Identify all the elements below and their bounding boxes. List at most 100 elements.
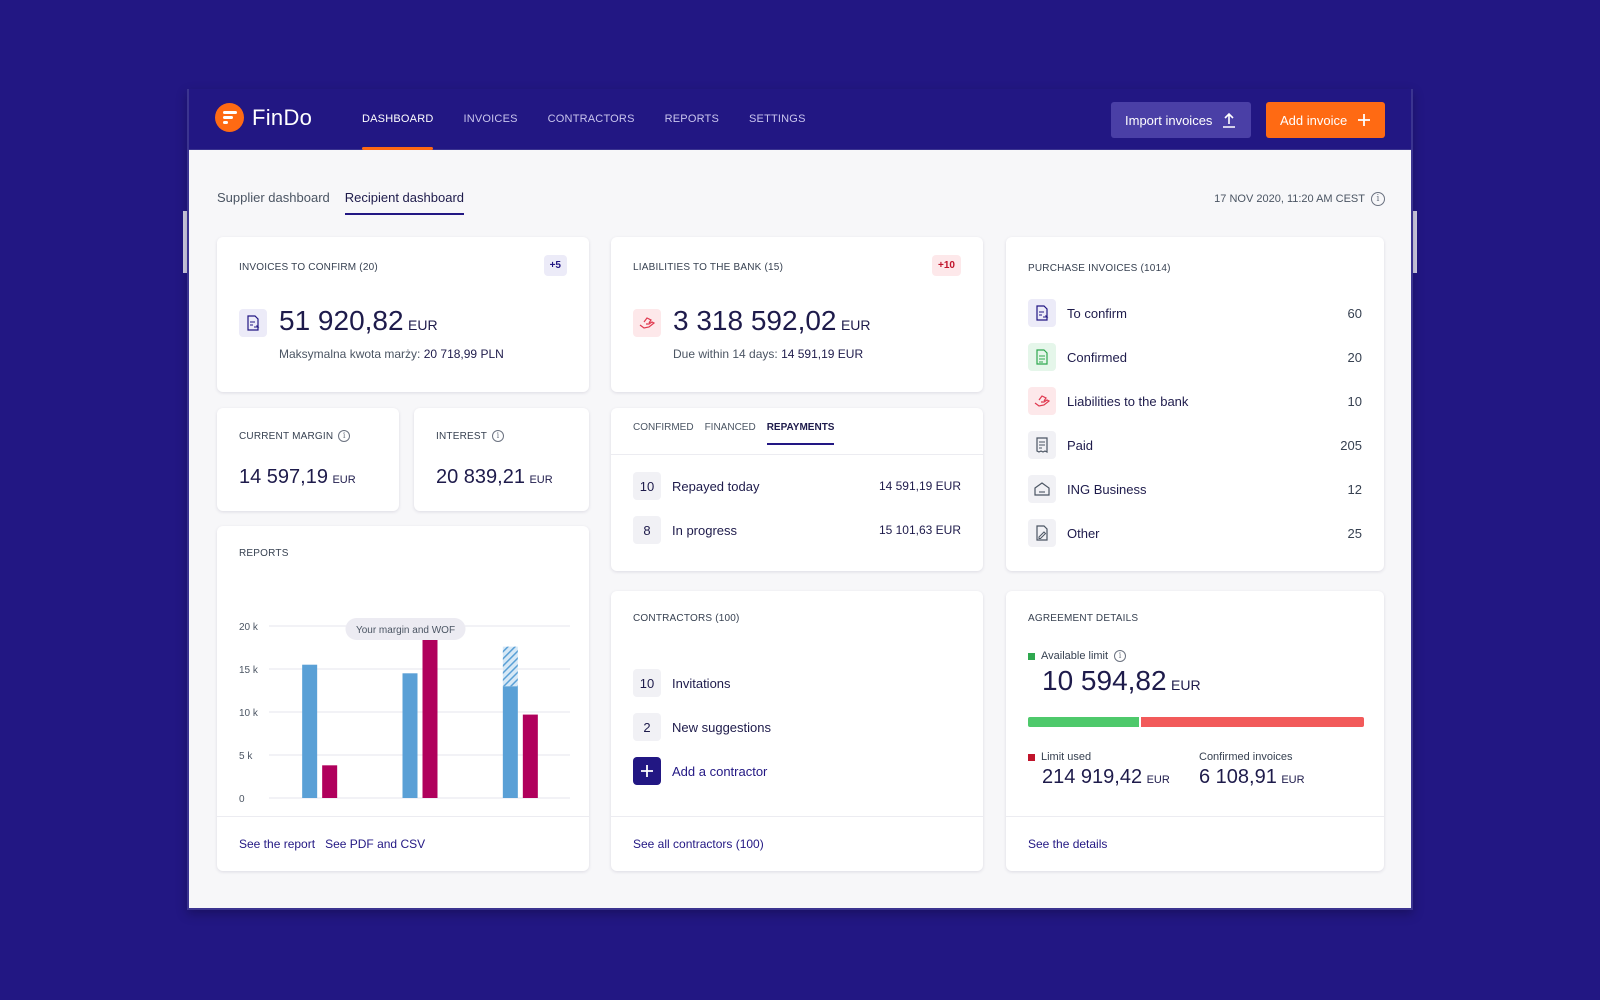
see-details-link[interactable]: See the details: [1028, 837, 1108, 851]
plus-icon: [633, 757, 661, 785]
reports-card: REPORTS 05 k10 k15 k20 kSepNovDecYour ma…: [217, 526, 589, 871]
available-amount: 10 594,82 EUR: [1042, 665, 1201, 697]
agreement-details-card: AGREEMENT DETAILS Available limit i 10 5…: [1006, 591, 1384, 871]
tab-supplier-dashboard[interactable]: Supplier dashboard: [217, 190, 330, 205]
info-icon[interactable]: i: [492, 430, 505, 442]
list-item-count: 20: [1347, 349, 1362, 365]
table-row[interactable]: 10 Repayed today 14 591,19 EUR: [633, 472, 961, 500]
add-contractor-label: Add a contractor: [672, 763, 768, 779]
tab-repayments[interactable]: REPAYMENTS: [766, 422, 835, 445]
count-badge: +5: [543, 255, 567, 276]
bar-margin-dec: [502, 686, 518, 798]
list-item-count: 25: [1347, 525, 1362, 541]
list-item[interactable]: 10 Invitations: [633, 669, 731, 697]
green-dot-icon: [1028, 652, 1035, 660]
liabilities-card: LIABILITIES TO THE BANK (15) +10 3 318 5…: [611, 237, 983, 392]
card-title-text: INTEREST: [436, 430, 488, 442]
row-label: Repayed today: [672, 478, 760, 494]
contractors-footer: See all contractors (100): [611, 816, 983, 871]
row-amount: 14 591,19 EUR: [878, 479, 961, 493]
chart-tooltip: [345, 618, 466, 640]
due-soon: Due within 14 days: 14 591,19 EUR: [673, 347, 863, 361]
see-pdf-csv-link[interactable]: See PDF and CSV: [325, 837, 426, 851]
limit-available-segment: [1028, 717, 1139, 727]
import-invoices-button[interactable]: Import invoices: [1111, 102, 1251, 138]
count-badge: +10: [932, 255, 961, 276]
divider: [611, 454, 983, 455]
app-window: FinDo DASHBOARD INVOICES CONTRACTORS REP…: [187, 89, 1413, 910]
row-label: In progress: [672, 522, 738, 538]
see-report-link[interactable]: See the report: [239, 837, 316, 851]
list-item-label: Paid: [1067, 437, 1094, 453]
row-amount: 15 101,63 EUR: [878, 523, 961, 537]
card-title: INTEREST i: [436, 430, 505, 442]
bar-margin-nov: [402, 673, 418, 798]
confirmed-invoices-value: 6 108,91: [1199, 766, 1277, 788]
tab-recipient-dashboard[interactable]: Recipient dashboard: [344, 190, 464, 215]
document-edit-icon: [1028, 519, 1056, 547]
due-soon-value: 14 591,19 EUR: [781, 347, 864, 361]
table-row[interactable]: 8 In progress 15 101,63 EUR: [633, 516, 961, 544]
nav-invoices[interactable]: INVOICES: [463, 113, 518, 125]
nav-contractors[interactable]: CONTRACTORS: [547, 113, 635, 125]
add-invoice-label: Add invoice: [1280, 112, 1348, 128]
main-nav: DASHBOARD INVOICES CONTRACTORS REPORTS S…: [362, 89, 836, 150]
list-item[interactable]: Paid 205: [1028, 430, 1362, 460]
limit-used-segment: [1140, 717, 1364, 727]
nav-settings[interactable]: SETTINGS: [749, 113, 806, 125]
list-item[interactable]: Other 25: [1028, 518, 1362, 548]
add-contractor-button[interactable]: Add a contractor: [633, 757, 767, 785]
bar-wof-sep: [322, 765, 338, 798]
list-item[interactable]: Liabilities to the bank 10: [1028, 386, 1362, 416]
chart-tooltip-text: Your margin and WOF: [356, 625, 455, 636]
tab-financed[interactable]: FINANCED: [704, 422, 756, 433]
document-arrow-icon: [239, 309, 267, 337]
due-soon-label: Due within 14 days:: [673, 347, 778, 361]
top-bar: FinDo DASHBOARD INVOICES CONTRACTORS REP…: [189, 89, 1411, 150]
upload-icon: [1223, 112, 1236, 128]
amount-currency: EUR: [529, 474, 553, 486]
y-tick-label: 0: [239, 794, 245, 805]
document-check-icon: [1028, 343, 1056, 371]
see-all-contractors-link[interactable]: See all contractors (100): [633, 837, 764, 851]
card-title: CURRENT MARGIN i: [239, 430, 351, 442]
list-item[interactable]: 2 New suggestions: [633, 713, 771, 741]
card-title: LIABILITIES TO THE BANK (15): [633, 262, 784, 273]
repayment-tabs: CONFIRMED FINANCED REPAYMENTS: [633, 422, 835, 445]
card-title: AGREEMENT DETAILS: [1028, 613, 1139, 624]
tab-confirmed[interactable]: CONFIRMED: [633, 422, 694, 433]
row-count: 10: [633, 472, 661, 500]
available-limit-label: Available limit i: [1028, 650, 1127, 662]
info-icon[interactable]: i: [1114, 650, 1127, 662]
ing-bank-icon: [1028, 475, 1056, 503]
limit-used-text: Limit used: [1041, 751, 1092, 763]
limit-used-amount: 214 919,42 EUR: [1042, 766, 1170, 789]
amount-value: 20 839,21: [436, 466, 525, 488]
list-item-label: ING Business: [1067, 481, 1147, 497]
red-dot-icon: [1028, 753, 1035, 761]
plus-icon: [1358, 114, 1371, 126]
amount-value: 14 597,19: [239, 466, 328, 488]
bar-wof-nov: [422, 637, 438, 798]
limit-progress-bar: [1028, 717, 1364, 727]
bank-hand-icon: [633, 309, 661, 337]
list-item[interactable]: Confirmed 20: [1028, 342, 1362, 372]
nav-dashboard[interactable]: DASHBOARD: [362, 89, 434, 150]
receipt-icon: [1028, 431, 1056, 459]
row-label: New suggestions: [672, 719, 771, 735]
amount-value: 51 920,82: [279, 305, 404, 336]
info-icon[interactable]: i: [338, 430, 351, 442]
list-item[interactable]: To confirm 60: [1028, 298, 1362, 328]
import-invoices-label: Import invoices: [1125, 112, 1213, 128]
margin-limit-value: 20 718,99 PLN: [423, 347, 504, 361]
list-item-label: Liabilities to the bank: [1067, 393, 1189, 409]
margin-limit-label: Maksymalna kwota marży:: [279, 347, 421, 361]
y-tick-label: 15 k: [239, 665, 259, 676]
add-invoice-button[interactable]: Add invoice: [1266, 102, 1385, 138]
logo[interactable]: FinDo: [215, 103, 312, 132]
card-title: REPORTS: [239, 548, 289, 559]
nav-reports[interactable]: REPORTS: [664, 113, 719, 125]
list-item[interactable]: ING Business 12: [1028, 474, 1362, 504]
timestamp: 17 NOV 2020, 11:20 AM CEST i: [1214, 192, 1385, 206]
info-icon[interactable]: i: [1371, 192, 1385, 206]
